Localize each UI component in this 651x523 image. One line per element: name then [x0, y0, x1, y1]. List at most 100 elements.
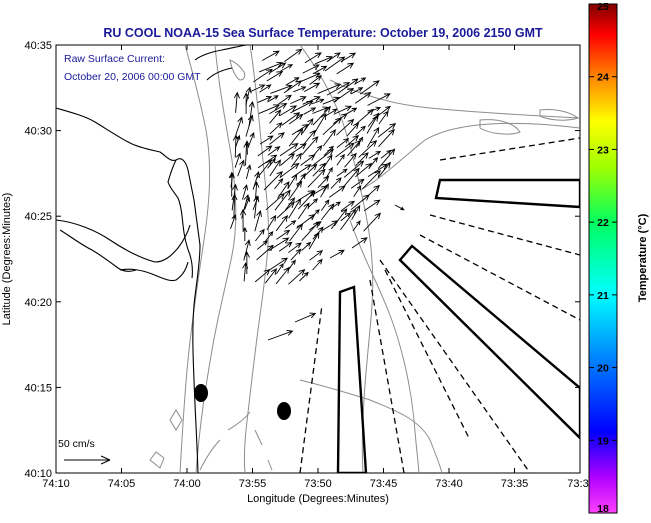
current-vector — [297, 190, 316, 210]
current-vector — [253, 195, 260, 219]
current-vector — [297, 202, 310, 220]
current-vector — [340, 212, 351, 222]
colorbar-tick-label: 24 — [597, 72, 609, 84]
current-vector — [355, 162, 373, 178]
colorbar-tick-label: 20 — [597, 363, 609, 375]
current-vector — [265, 193, 285, 211]
current-vector — [248, 132, 255, 147]
current-vector — [336, 62, 355, 75]
current-vector — [275, 214, 289, 232]
current-vector — [367, 106, 382, 113]
current-vector — [366, 114, 379, 134]
current-vector — [340, 208, 357, 231]
figure-title: RU COOL NOAA-15 Sea Surface Temperature:… — [103, 26, 543, 40]
current-vector — [394, 204, 405, 211]
current-vector — [378, 105, 391, 116]
current-vector — [267, 330, 294, 341]
current-vector — [288, 128, 304, 147]
current-vector — [312, 106, 332, 126]
current-vector — [280, 64, 294, 72]
x-axis-label: Longitude (Degrees:Minutes) — [247, 493, 389, 505]
current-vector — [279, 105, 298, 117]
current-vector — [355, 108, 374, 126]
current-vector — [258, 61, 284, 73]
current-vector — [340, 52, 357, 63]
current-vector — [277, 94, 292, 105]
current-vector — [288, 198, 302, 219]
current-vector — [243, 92, 250, 114]
current-vector — [366, 126, 380, 148]
current-vectors — [228, 48, 405, 341]
current-vector — [278, 241, 293, 252]
current-vector — [290, 96, 307, 105]
y-tick-label: 40:15 — [24, 382, 52, 394]
current-vector — [264, 230, 274, 242]
current-vector — [308, 231, 320, 250]
current-vector — [377, 161, 391, 178]
current-vector — [242, 262, 249, 282]
x-tick-label: 73:40 — [435, 478, 463, 490]
radar-station-marker — [277, 402, 291, 420]
colorbar-tick-label: 18 — [597, 503, 609, 515]
colorbar-ticks: 25 24 23 22 21 20 19 18 — [589, 1, 617, 515]
current-vector — [280, 153, 295, 166]
current-vector — [312, 65, 328, 75]
current-vector — [320, 183, 329, 198]
plot-area — [55, 44, 581, 474]
current-vector — [276, 263, 284, 275]
current-vector — [288, 242, 302, 254]
x-tick-label: 74:10 — [42, 478, 70, 490]
y-axis-label: Latitude (Degrees:Minutes) — [1, 193, 13, 326]
current-vector — [377, 148, 396, 169]
current-vector — [347, 139, 361, 157]
current-vector — [267, 158, 276, 169]
current-vector — [279, 143, 299, 157]
current-vector — [243, 141, 250, 166]
current-vector — [304, 52, 322, 64]
current-vector — [317, 175, 330, 189]
current-vector — [274, 178, 284, 190]
current-vector — [317, 83, 342, 95]
current-vector — [351, 237, 368, 249]
current-vector — [294, 312, 317, 323]
current-vector — [330, 208, 348, 230]
current-vector — [329, 249, 345, 259]
x-tick-label: 74:05 — [108, 478, 136, 490]
current-vector — [330, 177, 342, 189]
y-tick-label: 40:10 — [24, 468, 52, 480]
scale-label: 50 cm/s — [58, 438, 95, 450]
current-vector — [256, 159, 272, 179]
annotation-line-2: October 20, 2006 00:00 GMT — [64, 71, 201, 83]
y-tick-label: 40:20 — [24, 297, 52, 309]
current-vector — [336, 138, 350, 148]
current-vector — [259, 84, 272, 93]
current-vector — [343, 160, 365, 178]
current-vector — [336, 118, 355, 136]
current-vector — [313, 148, 335, 166]
current-vector — [269, 109, 282, 124]
current-vector — [242, 184, 249, 200]
current-vector — [303, 82, 321, 92]
current-vector — [367, 93, 391, 106]
current-vector — [322, 117, 342, 136]
current-vector — [307, 168, 326, 188]
current-vector — [344, 135, 360, 148]
current-vector — [308, 198, 319, 208]
colorbar-label: Temperature (°C) — [637, 213, 649, 302]
current-vector — [378, 110, 389, 125]
bathymetry-contours — [149, 45, 580, 473]
current-vector — [237, 159, 245, 177]
current-vector — [301, 163, 318, 180]
x-tick-label: 73:35 — [501, 478, 529, 490]
current-vector — [268, 257, 289, 272]
current-vector — [228, 171, 235, 197]
current-vector — [288, 180, 303, 201]
current-vector — [350, 87, 364, 95]
current-vector — [276, 229, 291, 240]
x-tick-label: 73:45 — [370, 478, 398, 490]
x-tick-label: 73:3 — [567, 478, 588, 490]
current-vector — [368, 156, 379, 169]
current-vector — [333, 105, 353, 115]
current-vector — [254, 269, 271, 283]
